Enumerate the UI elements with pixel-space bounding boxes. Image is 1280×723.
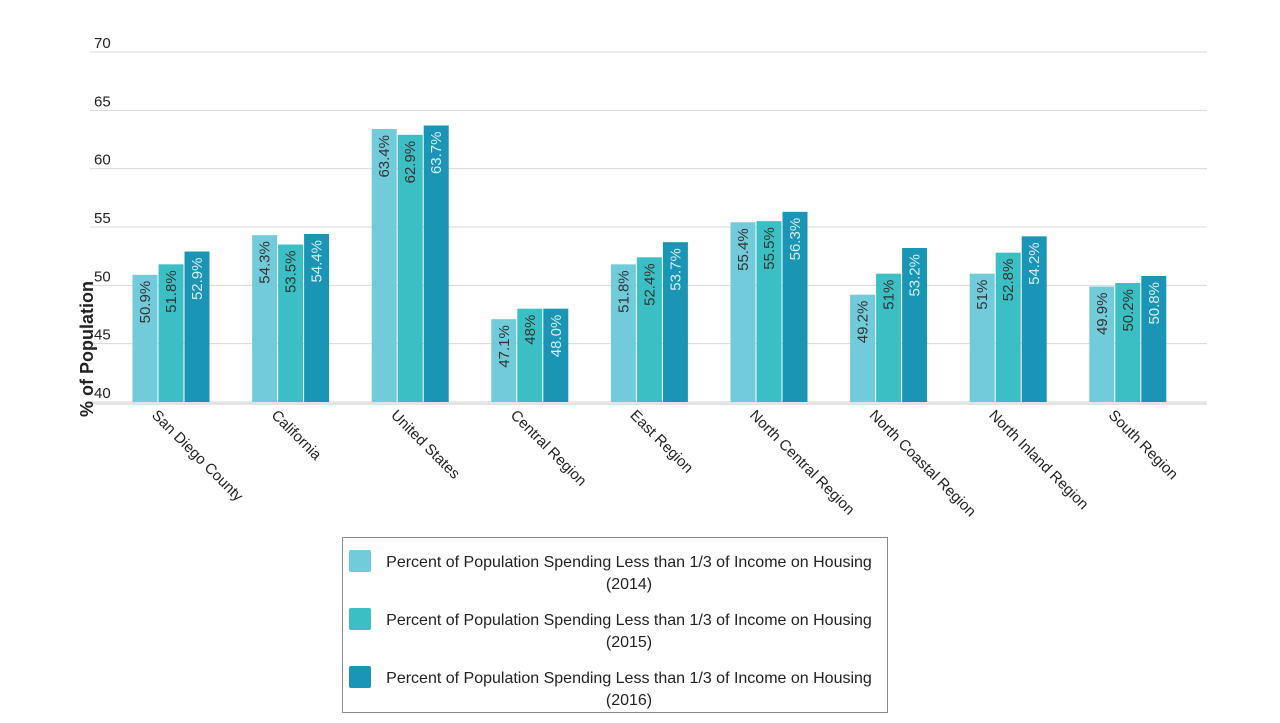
data-label: 54.2% <box>1026 242 1043 285</box>
bar[interactable] <box>969 273 995 402</box>
bar[interactable] <box>782 211 808 402</box>
data-label: 48.0% <box>548 315 565 358</box>
x-tick-label: North Inland Region <box>985 407 1091 513</box>
data-label: 50.9% <box>137 281 154 324</box>
legend-label-2014: Percent of Population Spending Less than… <box>386 554 872 593</box>
data-label: 52.4% <box>641 263 658 306</box>
bar[interactable] <box>184 251 210 403</box>
data-label: 51% <box>974 280 991 310</box>
y-tick-label: 60 <box>94 152 111 169</box>
y-tick-label: 50 <box>94 268 111 285</box>
data-label: 52.8% <box>1000 259 1017 302</box>
data-label: 53.2% <box>907 254 924 297</box>
x-tick-label: United States <box>387 407 463 483</box>
bar[interactable] <box>850 294 876 402</box>
data-label: 51.8% <box>615 270 632 313</box>
y-axis-label: % of Population <box>77 281 97 417</box>
data-label: 47.1% <box>496 325 513 368</box>
bar[interactable] <box>1115 283 1141 402</box>
data-label: 55.5% <box>761 227 778 270</box>
y-tick-label: 45 <box>94 327 111 344</box>
x-tick-label: Central Region <box>507 407 590 490</box>
bar[interactable] <box>132 274 158 402</box>
data-label: 54.4% <box>309 240 326 283</box>
data-label: 49.2% <box>855 301 872 344</box>
y-tick-label: 70 <box>94 35 111 52</box>
legend-item-2015[interactable]: Percent of Population Spending Less than… <box>349 602 879 652</box>
bar[interactable] <box>876 273 902 402</box>
y-tick-label: 40 <box>94 385 111 402</box>
data-label: 49.9% <box>1094 293 1111 336</box>
bar[interactable] <box>902 248 928 402</box>
bar[interactable] <box>278 244 304 403</box>
legend-item-2016[interactable]: Percent of Population Spending Less than… <box>349 660 879 710</box>
chart-legend: Percent of Population Spending Less than… <box>342 537 888 713</box>
bar[interactable] <box>397 134 423 403</box>
legend-item-2014[interactable]: Percent of Population Spending Less than… <box>349 544 879 594</box>
bar[interactable] <box>543 308 569 402</box>
y-tick-label: 55 <box>94 210 111 227</box>
data-label: 51.8% <box>163 270 180 313</box>
data-label: 62.9% <box>402 141 419 184</box>
data-label: 50.2% <box>1120 289 1137 332</box>
x-tick-label: North Coastal Region <box>866 407 979 520</box>
legend-swatch-2016 <box>349 666 371 688</box>
legend-label-2015: Percent of Population Spending Less than… <box>386 612 872 651</box>
x-tick-label: East Region <box>627 407 697 477</box>
data-label: 50.8% <box>1146 282 1163 325</box>
bar[interactable] <box>423 125 449 403</box>
data-label: 53.5% <box>283 251 300 294</box>
data-label: 51% <box>881 280 898 310</box>
legend-swatch-2014 <box>349 550 371 572</box>
data-label: 63.7% <box>428 132 445 175</box>
bar[interactable] <box>662 242 688 402</box>
bar[interactable] <box>610 264 636 402</box>
x-axis-line <box>90 402 1207 405</box>
bar[interactable] <box>517 308 543 402</box>
data-label: 53.7% <box>667 248 684 291</box>
x-tick-label: North Central Region <box>746 407 858 519</box>
bar[interactable] <box>491 319 517 402</box>
bar[interactable] <box>1021 236 1047 402</box>
y-tick-label: 65 <box>94 93 111 110</box>
bar[interactable] <box>371 129 397 402</box>
data-label: 56.3% <box>787 218 804 261</box>
bar[interactable] <box>1141 276 1167 402</box>
bar[interactable] <box>995 252 1021 402</box>
bar[interactable] <box>1089 286 1115 403</box>
bar[interactable] <box>252 235 278 402</box>
bar-chart: 50.9% 51.8% 52.9% 54.3% 53.5% 54.4% 63.4% 62.9%… <box>77 35 1207 520</box>
x-tick-label: California <box>268 407 325 464</box>
legend-label-2016: Percent of Population Spending Less than… <box>386 670 872 709</box>
bar[interactable] <box>756 221 782 402</box>
data-label: 48% <box>522 315 539 345</box>
bar[interactable] <box>730 222 756 402</box>
data-label: 63.4% <box>376 135 393 178</box>
bar[interactable] <box>636 257 662 402</box>
data-label: 52.9% <box>189 258 206 301</box>
bar[interactable] <box>304 234 330 402</box>
data-label: 55.4% <box>735 228 752 271</box>
x-tick-label: San Diego County <box>148 407 246 505</box>
legend-swatch-2015 <box>349 608 371 630</box>
bar[interactable] <box>158 264 184 402</box>
data-label: 54.3% <box>257 241 274 284</box>
x-tick-label: South Region <box>1105 407 1181 483</box>
